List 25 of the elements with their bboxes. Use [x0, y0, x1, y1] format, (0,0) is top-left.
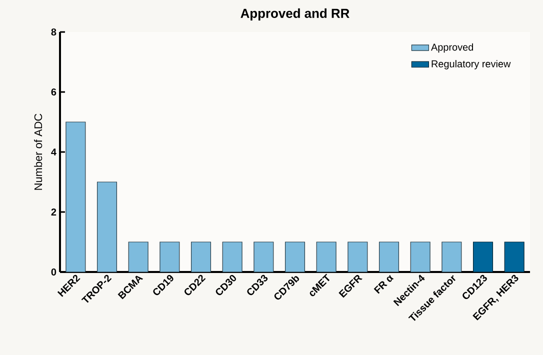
- bar: [222, 242, 242, 272]
- bar: [128, 242, 148, 272]
- chart-title: Approved and RR: [240, 8, 350, 21]
- legend-label: Regulatory review: [432, 60, 511, 70]
- bar: [504, 242, 524, 272]
- bar: [190, 242, 212, 272]
- y-tick-label: 6: [51, 88, 56, 96]
- bar: [160, 242, 180, 272]
- bar: [284, 242, 306, 272]
- legend-label: Approved: [431, 43, 473, 53]
- bar: [254, 242, 274, 272]
- bar: [442, 242, 462, 272]
- bar: [96, 182, 118, 272]
- bar: [348, 242, 368, 272]
- bar: [316, 242, 336, 272]
- bar: [410, 242, 430, 272]
- y-tick-label: 0: [51, 268, 56, 276]
- x-tick-label: FR α: [374, 274, 394, 294]
- bar: [378, 242, 400, 272]
- bar: [472, 242, 494, 272]
- y-tick-label: 8: [51, 28, 56, 36]
- y-axis-title: Number of ADC: [34, 114, 42, 190]
- y-tick-label: 2: [51, 208, 56, 216]
- bar: [66, 122, 86, 272]
- y-tick-label: 4: [51, 148, 56, 156]
